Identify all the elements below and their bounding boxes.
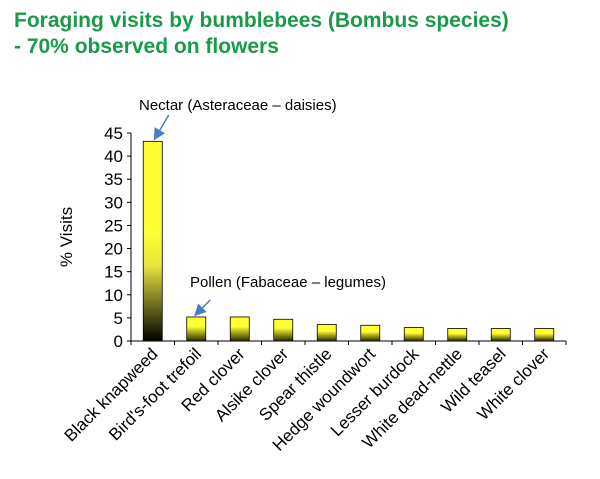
y-tick-label: 10	[104, 286, 123, 305]
bar	[186, 316, 207, 342]
chart-title-line-2: - 70% observed on flowers	[14, 35, 279, 58]
y-tick-label: 35	[104, 170, 123, 189]
bar	[360, 324, 381, 342]
annotation-arrow	[153, 114, 170, 141]
bar	[142, 140, 163, 342]
bar	[534, 328, 555, 342]
bar	[403, 327, 424, 342]
annotation-arrow	[194, 299, 211, 317]
y-tick-label: 0	[114, 332, 123, 351]
y-tick-label: 45	[104, 124, 123, 143]
y-tick-label: 40	[104, 147, 123, 166]
bar	[316, 323, 337, 342]
y-tick-label: 20	[104, 240, 123, 259]
chart-title-line-1: Foraging visits by bumblebees (Bombus sp…	[14, 9, 509, 32]
y-tick-label: 25	[104, 216, 123, 235]
annotation-pollen: Pollen (Fabaceae – legumes)	[190, 274, 386, 291]
bar	[447, 328, 468, 342]
y-tick-label: 5	[114, 309, 123, 328]
chart-title: Foraging visits by bumblebees (Bombus sp…	[14, 8, 594, 60]
y-tick-label: 15	[104, 263, 123, 282]
bar	[490, 328, 511, 342]
bar	[273, 318, 294, 342]
annotation-nectar: Nectar (Asteraceae – daisies)	[139, 97, 337, 114]
bar	[229, 316, 250, 342]
y-axis-label: % Visits	[57, 207, 76, 267]
y-tick-label: 30	[104, 193, 123, 212]
